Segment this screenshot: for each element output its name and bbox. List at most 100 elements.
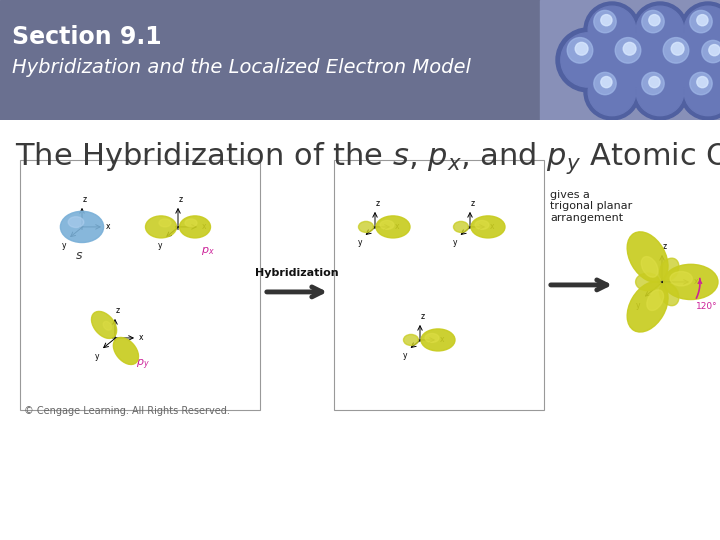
Text: y: y [402,351,407,360]
Circle shape [652,28,716,92]
Text: y: y [358,238,362,247]
Ellipse shape [664,264,718,300]
Circle shape [684,68,720,116]
Circle shape [594,72,616,94]
Circle shape [604,28,668,92]
Circle shape [561,33,615,87]
Text: x: x [694,278,698,286]
Text: y: y [158,240,162,249]
Text: z: z [83,195,87,204]
Circle shape [575,42,588,55]
Text: gives a
trigonal planar
arrangement: gives a trigonal planar arrangement [550,190,632,223]
Ellipse shape [670,272,693,286]
Circle shape [690,72,712,94]
Ellipse shape [380,220,394,230]
Text: x: x [202,222,207,232]
Circle shape [680,64,720,120]
Text: Hybridization and the Localized Electron Model: Hybridization and the Localized Electron… [12,58,471,77]
Ellipse shape [642,256,658,277]
Text: z: z [116,306,120,315]
Ellipse shape [113,338,138,364]
Circle shape [588,68,636,116]
Circle shape [649,77,660,87]
Ellipse shape [636,273,660,291]
Text: $p_x$: $p_x$ [201,245,215,257]
Circle shape [649,15,660,26]
Ellipse shape [660,258,679,281]
Ellipse shape [421,329,455,351]
Circle shape [632,2,688,58]
Ellipse shape [359,221,374,232]
Text: $p_y$: $p_y$ [136,358,150,373]
Text: x: x [106,222,110,232]
Circle shape [636,68,684,116]
Text: y: y [453,238,457,247]
Circle shape [702,40,720,63]
Text: The Hybridization of the $s$, $p_x$, and $p_y$ Atomic Orbitals: The Hybridization of the $s$, $p_x$, and… [15,140,720,176]
Ellipse shape [68,217,84,227]
Text: x: x [395,222,400,232]
Circle shape [609,33,663,87]
Circle shape [588,6,636,54]
Text: x: x [440,335,444,345]
Ellipse shape [425,333,439,342]
Circle shape [615,38,641,63]
Ellipse shape [103,321,112,330]
Text: y: y [62,240,66,249]
Circle shape [708,45,720,56]
Text: Section 9.1: Section 9.1 [12,25,161,49]
Text: z: z [471,199,475,208]
Circle shape [584,64,640,120]
Ellipse shape [91,312,117,339]
Circle shape [657,33,711,87]
Text: z: z [179,195,183,204]
Text: y: y [636,301,640,309]
Text: 120°: 120° [696,302,718,311]
Ellipse shape [471,216,505,238]
Ellipse shape [403,334,418,346]
Circle shape [684,6,720,54]
Circle shape [642,10,665,33]
Circle shape [600,77,612,87]
Circle shape [663,38,689,63]
Ellipse shape [145,216,176,238]
Circle shape [600,15,612,26]
Ellipse shape [627,282,668,332]
Circle shape [690,10,712,33]
Circle shape [680,2,720,58]
Text: x: x [490,222,495,232]
Ellipse shape [627,232,668,282]
Ellipse shape [454,221,469,232]
Circle shape [567,38,593,63]
Circle shape [624,42,636,55]
Ellipse shape [647,290,664,310]
Circle shape [594,10,616,33]
Circle shape [642,72,665,94]
Text: s: s [76,249,82,262]
Text: z: z [663,242,667,251]
Circle shape [697,15,708,26]
Text: y: y [94,352,99,361]
FancyBboxPatch shape [20,160,260,410]
Text: x: x [139,333,143,342]
Circle shape [692,32,720,88]
Circle shape [696,36,720,84]
Ellipse shape [185,219,197,227]
Circle shape [632,64,688,120]
Circle shape [556,28,620,92]
FancyBboxPatch shape [334,160,544,410]
Circle shape [584,2,640,58]
Circle shape [636,6,684,54]
Ellipse shape [660,283,679,306]
Bar [540,0,720,120]
Ellipse shape [159,219,171,227]
Circle shape [671,42,684,55]
Ellipse shape [475,220,489,230]
Text: z: z [376,199,380,208]
Text: z: z [421,312,425,321]
Ellipse shape [376,216,410,238]
Circle shape [697,77,708,87]
Text: Hybridization: Hybridization [255,268,339,278]
Ellipse shape [179,216,210,238]
Ellipse shape [60,211,104,242]
